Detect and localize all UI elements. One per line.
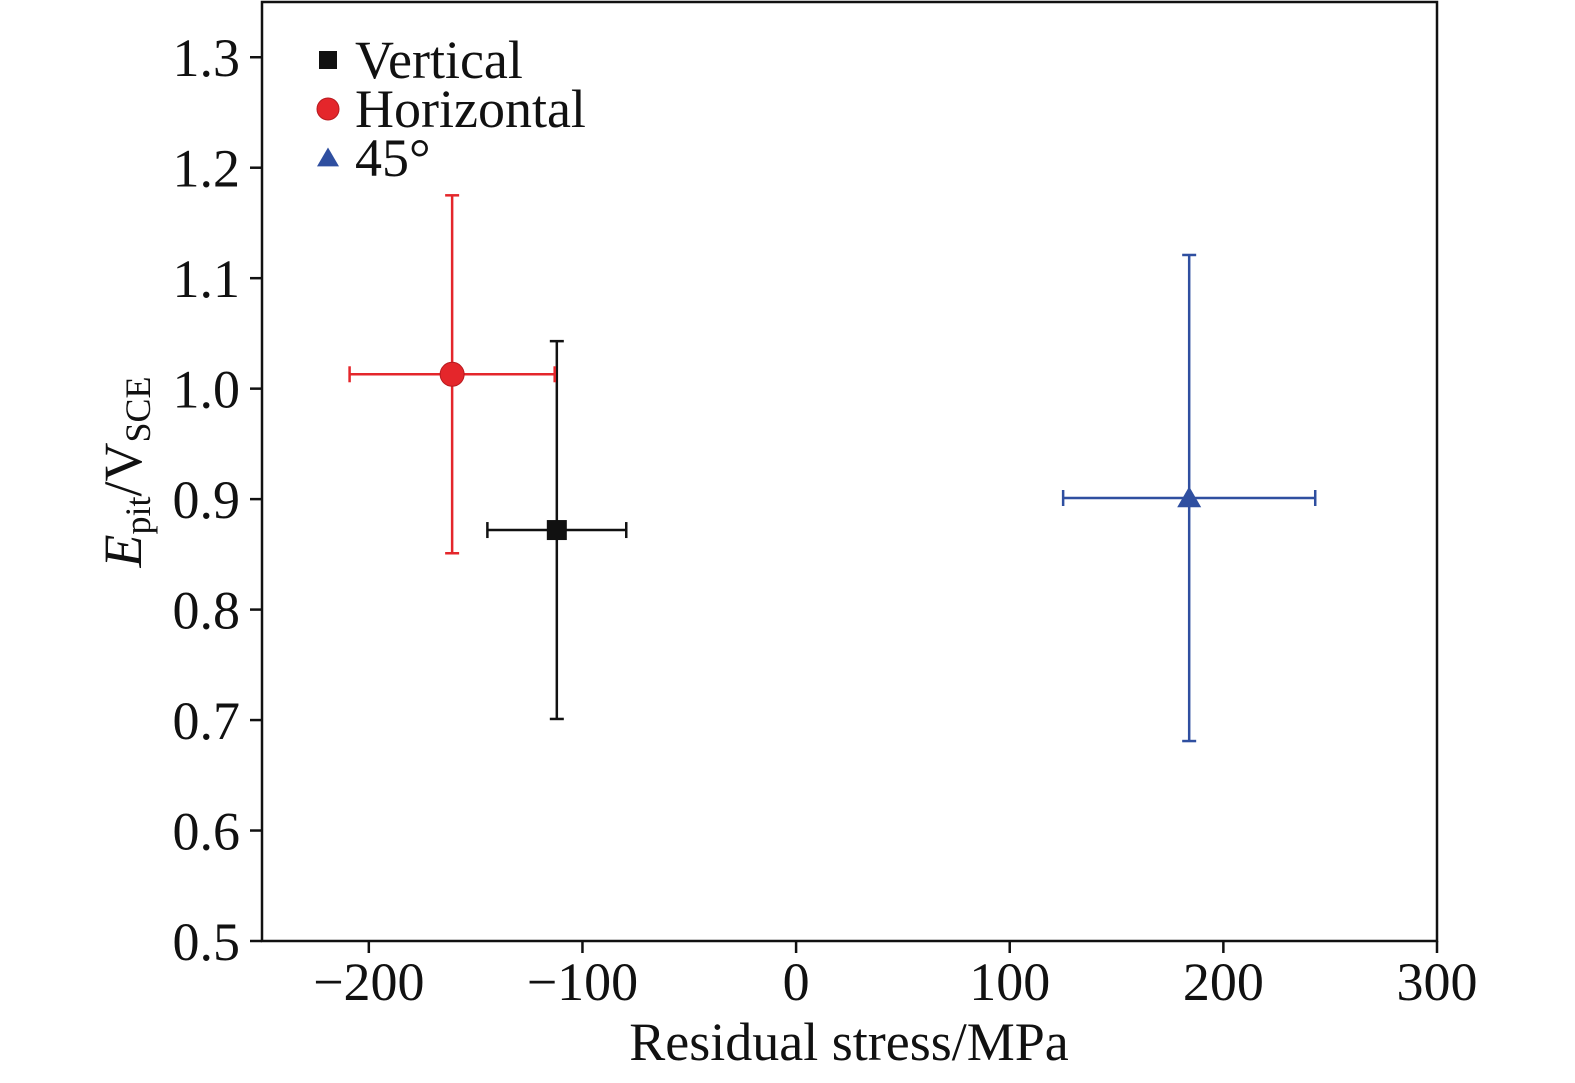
x-tick-label: 300 xyxy=(1397,952,1478,1012)
y-label-unit-subscript: SCE xyxy=(118,376,158,442)
data-point-triangle xyxy=(1177,486,1202,508)
series-circle xyxy=(348,194,556,555)
y-label-symbol-subscript: pit xyxy=(118,497,158,535)
x-tick-label: −100 xyxy=(527,952,638,1012)
data-series xyxy=(348,194,1317,743)
y-axis: 0.5 0.6 0.7 0.8 0.9 1.0 1.1 1.2 1.3 xyxy=(173,28,262,972)
legend-label: Vertical xyxy=(355,30,523,90)
y-tick-label: 1.2 xyxy=(173,139,241,199)
data-point-circle xyxy=(439,361,465,387)
y-tick-label: 0.8 xyxy=(173,581,241,641)
legend-triangle-icon xyxy=(317,147,339,167)
legend-label: Horizontal xyxy=(355,79,586,139)
x-tick-label: −200 xyxy=(313,952,424,1012)
legend-item: Vertical xyxy=(319,30,523,90)
y-tick-label: 0.9 xyxy=(173,470,241,530)
legend-square-icon xyxy=(319,51,337,69)
y-tick-label: 0.5 xyxy=(173,912,241,972)
y-tick-label: 1.1 xyxy=(173,249,241,309)
x-tick-label: 100 xyxy=(969,952,1050,1012)
y-label-unit: V xyxy=(93,443,153,482)
x-axis-label: Residual stress/MPa xyxy=(629,1012,1069,1072)
series-triangle xyxy=(1061,253,1317,743)
legend-item: 45° xyxy=(317,128,431,188)
legend-circle-icon xyxy=(316,97,340,121)
y-tick-label: 0.6 xyxy=(173,802,241,862)
series-square xyxy=(486,339,628,721)
y-tick-label: 0.7 xyxy=(173,691,241,751)
y-tick-label: 1.0 xyxy=(173,360,241,420)
plot-frame xyxy=(260,0,1439,943)
y-label-symbol: E xyxy=(93,535,153,569)
x-tick-label: 0 xyxy=(783,952,810,1012)
legend-item: Horizontal xyxy=(316,79,586,139)
data-point-square xyxy=(546,520,567,541)
x-axis: −200 −100 0 100 200 300 xyxy=(313,941,1478,1012)
legend-label: 45° xyxy=(355,128,431,188)
x-tick-label: 200 xyxy=(1183,952,1264,1012)
y-tick-label: 1.3 xyxy=(173,28,241,88)
y-axis-label: Epit/VSCE xyxy=(93,376,158,568)
y-label-separator: / xyxy=(93,482,153,497)
